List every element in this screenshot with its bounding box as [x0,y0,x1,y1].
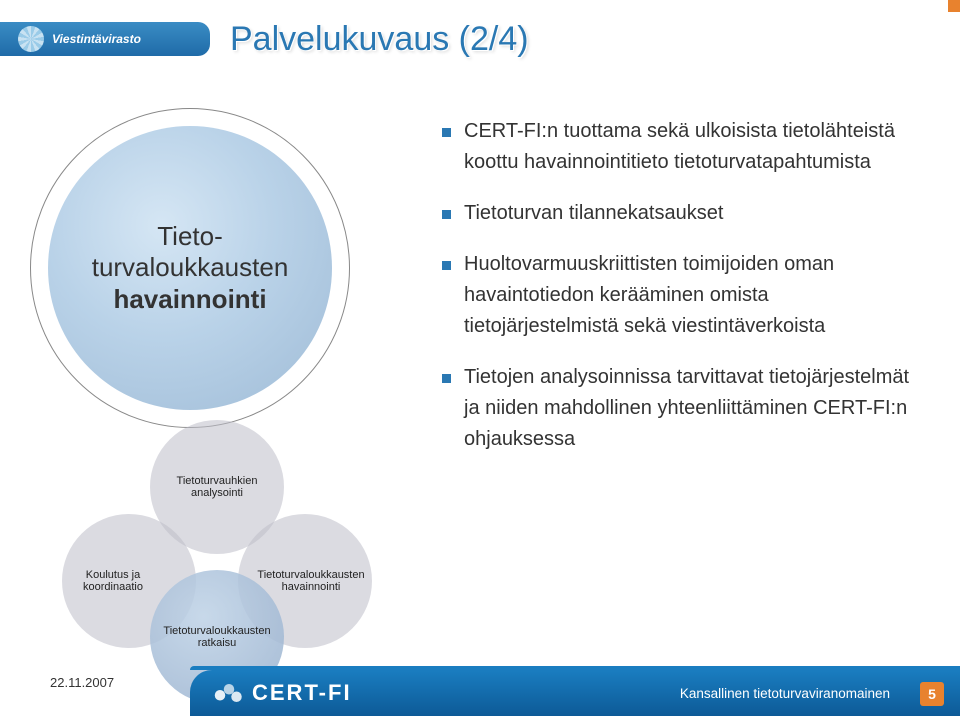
venn-bottom-label: Tietoturvaloukkausten ratkaisu [158,625,276,649]
footer: 22.11.2007 CERT-FI Kansallinen tietoturv… [0,664,960,716]
brand-logo-icon [18,26,44,52]
venn-left-label: Koulutus ja koordinaatio [70,569,156,593]
brand-bar: Viestintävirasto [0,22,210,56]
main-circle-line1: Tieto- [157,221,223,251]
bullet-item: CERT-FI:n tuottama sekä ulkoisista tieto… [438,116,928,178]
orange-corner-accent [948,0,960,12]
bullet-list: CERT-FI:n tuottama sekä ulkoisista tieto… [438,116,928,475]
page-title: Palvelukuvaus (2/4) [230,20,529,59]
venn-diagram: Tietoturvauhkien analysointi Koulutus ja… [20,430,420,650]
main-circle-line3: havainnointi [113,284,266,314]
bullet-item: Tietoturvan tilannekatsaukset [438,198,928,229]
main-circle-text: Tieto- turvaloukkausten havainnointi [92,221,289,315]
main-circle: Tieto- turvaloukkausten havainnointi [48,126,332,410]
footer-band: CERT-FI Kansallinen tietoturvaviranomain… [190,670,960,716]
content-area: Tieto- turvaloukkausten havainnointi Tie… [0,90,960,656]
footer-tagline: Kansallinen tietoturvaviranomainen [680,686,890,701]
bullet-item: Tietojen analysoinnissa tarvittavat tiet… [438,362,928,455]
brand-label: Viestintävirasto [52,32,141,46]
main-circle-line2: turvaloukkausten [92,252,289,282]
bullet-text: CERT-FI:n tuottama sekä ulkoisista tieto… [464,120,895,173]
venn-right-label: Tietoturvaloukkausten havainnointi [257,569,364,593]
bullet-item: Huoltovarmuuskriittisten toimijoiden oma… [438,249,928,342]
bullet-text: Tietojen analysoinnissa tarvittavat tiet… [464,366,909,450]
page-number: 5 [920,682,944,706]
cert-fi-logo-icon [214,681,244,705]
venn-top-label: Tietoturvauhkien analysointi [158,475,276,499]
bullet-text: Tietoturvan tilannekatsaukset [464,202,723,224]
footer-brand: CERT-FI [252,680,352,706]
footer-date: 22.11.2007 [50,675,114,690]
bullet-text: Huoltovarmuuskriittisten toimijoiden oma… [464,253,834,337]
